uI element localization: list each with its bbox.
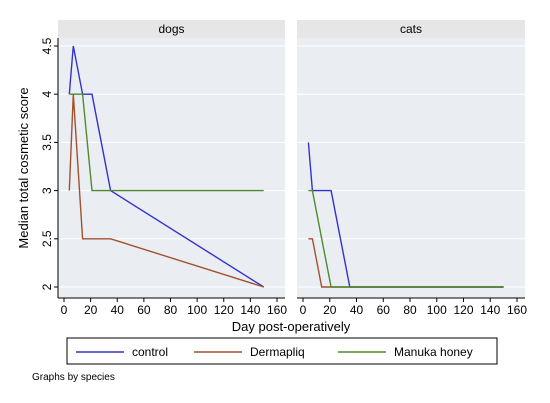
x-tick-label: 160 [507,303,527,317]
panel-title-cats: cats [400,22,422,36]
x-tick-label: 0 [300,303,307,317]
x-tick-label: 0 [61,303,68,317]
x-tick-label: 60 [137,303,151,317]
graphs-by-note: Graphs by species [32,372,115,383]
x-tick-label: 120 [214,303,234,317]
legend-label-manuka-honey: Manuka honey [394,345,473,359]
panel-title-dogs: dogs [158,22,184,36]
legend-label-dermapliq: Dermapliq [250,345,305,359]
x-axis-label: Day post-operatively [232,319,351,334]
x-tick-label: 40 [350,303,364,317]
y-tick-label: 3 [40,187,54,194]
panel-strip-cats [297,20,525,38]
series-line-dogs-dermapliq [68,94,264,288]
plot-area-cats [297,38,525,298]
y-tick-label: 2 [40,283,54,290]
x-tick-label: 60 [377,303,391,317]
plot-area-dogs [58,38,285,298]
x-tick-label: 100 [427,303,447,317]
legend-box [66,337,498,365]
x-tick-label: 100 [187,303,207,317]
panel-strip-dogs [58,20,285,38]
y-tick-label: 4.5 [40,37,54,54]
y-tick-label: 4 [40,91,54,98]
legend-label-control: control [132,345,168,359]
x-tick-label: 120 [453,303,473,317]
x-tick-label: 80 [164,303,178,317]
x-tick-label: 140 [480,303,500,317]
series-line-dogs-control [68,45,265,288]
x-tick-label: 20 [323,303,337,317]
y-tick-label: 3.5 [40,134,54,151]
x-tick-label: 20 [84,303,98,317]
y-axis-label: Median total cosmetic score [16,87,31,248]
x-tick-label: 80 [403,303,417,317]
series-line-cats-manuka-honey [308,189,504,288]
x-tick-label: 40 [111,303,125,317]
series-line-dogs-manuka-honey [69,93,264,192]
x-tick-label: 140 [240,303,260,317]
y-tick-label: 2.5 [40,230,54,247]
x-tick-label: 160 [267,303,287,317]
